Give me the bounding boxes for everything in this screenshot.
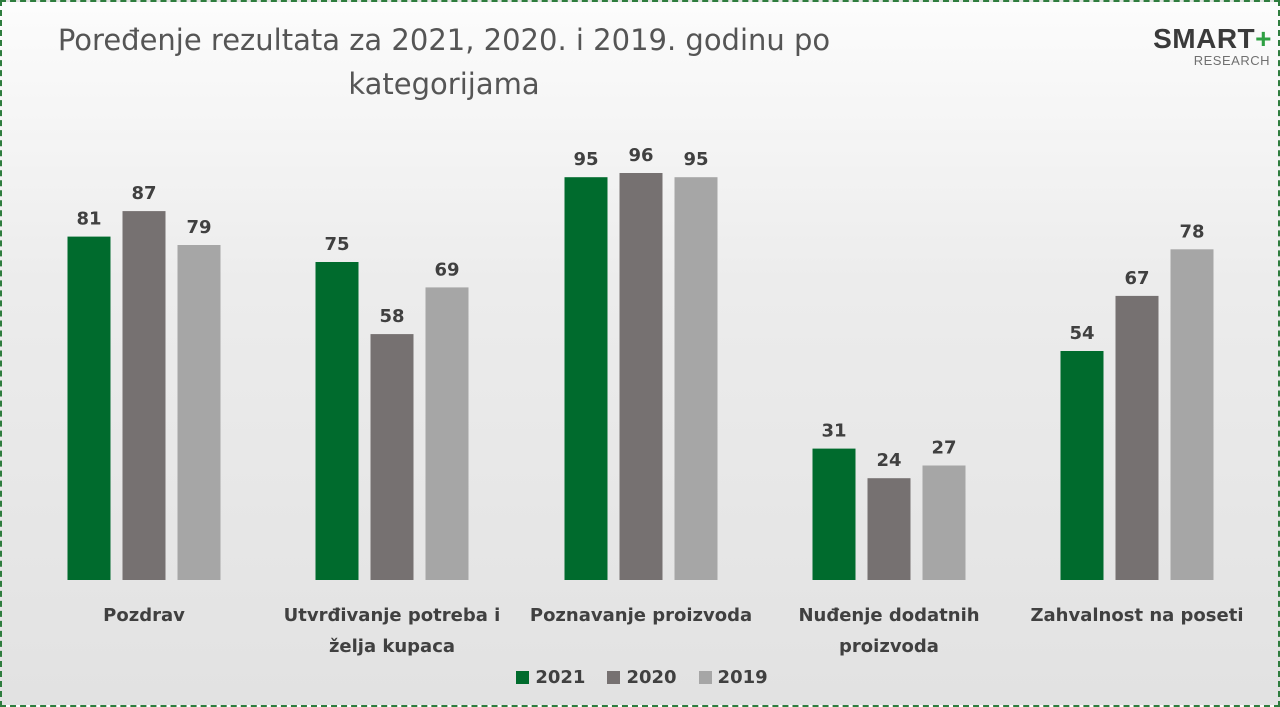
category-label-2: Poznavanje proizvoda	[530, 605, 752, 626]
chart-title-line2: kategorijama	[348, 67, 540, 101]
bar-2019-2	[674, 177, 718, 580]
data-label-2020-1: 58	[379, 306, 404, 327]
legend-swatch-2019	[698, 671, 712, 684]
bar-2020-0	[122, 211, 166, 580]
bar-2019-1	[425, 287, 469, 580]
bar-2021-0	[67, 236, 111, 580]
data-label-2021-1: 75	[324, 234, 349, 255]
logo-plus-icon: +	[1255, 23, 1272, 54]
data-label-2021-2: 95	[573, 149, 598, 170]
category-label-4: Zahvalnost na poseti	[1030, 605, 1243, 626]
category-label-3: Nuđenje dodatnih proizvoda	[798, 605, 979, 657]
data-label-2021-4: 54	[1069, 323, 1094, 344]
chart-title-line1: Poređenje rezultata za 2021, 2020. i 201…	[57, 23, 831, 57]
chart-title: Poređenje rezultata za 2021, 2020. i 201…	[24, 18, 864, 106]
bar-2020-4	[1115, 295, 1159, 580]
bar-2019-0	[177, 245, 221, 580]
logo-text: SMART	[1153, 23, 1256, 54]
data-label-2020-0: 87	[131, 183, 156, 204]
legend-item-2019: 2019	[698, 667, 768, 688]
bar-2020-1	[370, 334, 414, 580]
data-label-2019-1: 69	[434, 259, 459, 280]
data-label-2019-3: 27	[931, 438, 956, 459]
data-label-2019-2: 95	[683, 149, 708, 170]
logo-subtitle: RESEARCH	[1193, 53, 1270, 68]
data-label-2020-4: 67	[1124, 268, 1149, 289]
data-label-2020-2: 96	[628, 145, 653, 166]
category-label-1: Utvrđivanje potreba i želja kupaca	[284, 605, 501, 657]
chart-legend: 2021 2020 2019	[2, 667, 1278, 688]
bar-2019-4	[1170, 249, 1214, 581]
logo-wordmark: SMART+	[1122, 24, 1272, 54]
bar-2021-2	[564, 177, 608, 580]
category-label-0: Pozdrav	[103, 605, 185, 626]
legend-label-2019: 2019	[717, 667, 768, 688]
legend-item-2021: 2021	[516, 667, 585, 688]
bar-2020-2	[619, 173, 663, 580]
data-label-2019-4: 78	[1179, 221, 1204, 242]
data-label-2019-0: 79	[186, 217, 211, 238]
data-label-2020-3: 24	[876, 450, 901, 471]
smart-research-logo: SMART+ RESEARCH	[1122, 24, 1272, 68]
legend-label-2020: 2020	[626, 667, 677, 688]
data-label-2021-0: 81	[76, 209, 101, 230]
legend-swatch-2020	[607, 671, 621, 684]
bar-2019-3	[922, 465, 966, 580]
legend-item-2020: 2020	[607, 667, 677, 688]
bar-2021-1	[315, 262, 359, 580]
legend-label-2021: 2021	[535, 667, 586, 688]
data-label-2021-3: 31	[821, 421, 846, 442]
bar-2021-3	[812, 448, 856, 580]
bar-2021-4	[1060, 351, 1104, 580]
legend-swatch-2021	[516, 671, 530, 684]
bar-2020-3	[867, 478, 911, 580]
